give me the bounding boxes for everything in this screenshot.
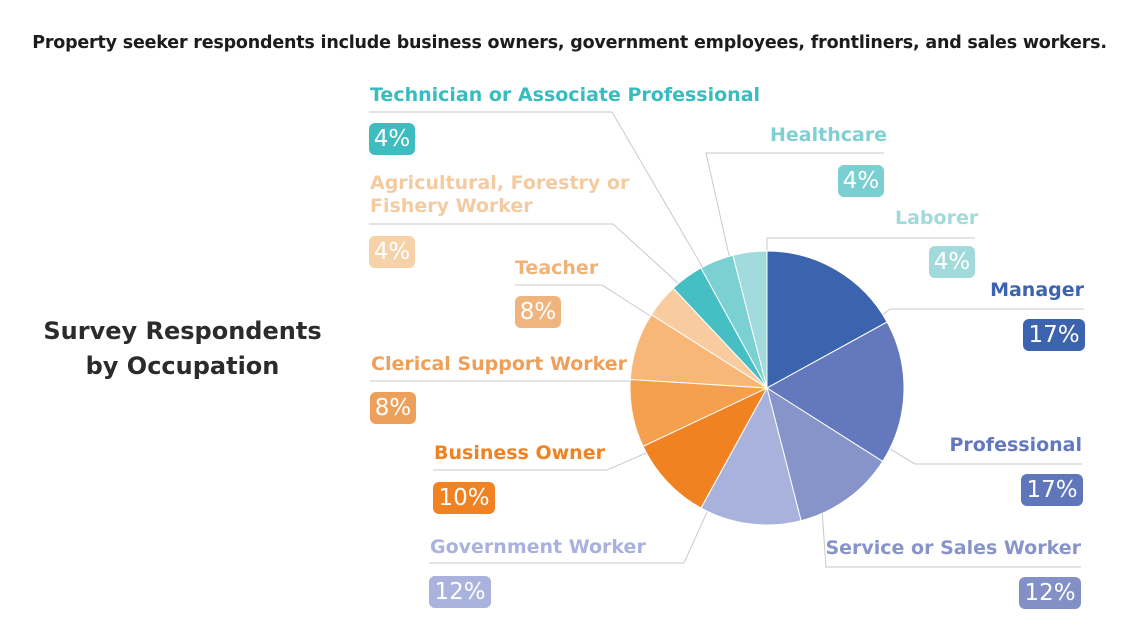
percent-badge-1: 17%: [1021, 474, 1083, 506]
percent-badge-8: 4%: [369, 123, 415, 155]
leader-line-1: [881, 443, 1082, 465]
slice-label-1: Professional: [949, 434, 1082, 456]
pie-slice-10: [732, 250, 768, 389]
percent-badge-7: 4%: [369, 236, 415, 268]
leader-line-10: [766, 237, 975, 252]
leader-line-5: [370, 380, 657, 386]
pie-slice-4: [642, 386, 769, 509]
leader-line-3: [429, 500, 713, 564]
pie-slice-0: [766, 250, 888, 389]
slice-label-0: Manager: [990, 279, 1084, 301]
percent-badge-4: 10%: [433, 482, 495, 514]
pie-slice-1: [766, 321, 905, 463]
pie-slices: [629, 250, 905, 526]
percent-badge-10: 4%: [929, 246, 975, 278]
percent-badge-2: 12%: [1019, 577, 1081, 609]
leader-line-2: [820, 495, 1081, 568]
percent-badge-6: 8%: [515, 296, 561, 328]
percent-badge-5: 8%: [370, 392, 416, 424]
slice-label-8: Technician or Associate Professional: [370, 84, 761, 106]
slice-label-5: Clerical Support Worker: [371, 353, 628, 375]
percent-badge-9: 4%: [838, 165, 884, 197]
pie-slice-2: [766, 386, 884, 522]
slice-label-3: Government Worker: [430, 536, 646, 558]
slice-label-9: Healthcare: [770, 124, 888, 146]
leader-line-6: [515, 284, 656, 320]
leader-line-4: [433, 449, 654, 471]
slice-label-10: Laborer: [895, 207, 979, 229]
chart-title-line-2: by Occupation: [85, 352, 280, 380]
slice-label-4: Business Owner: [434, 442, 605, 464]
slice-label-6: Teacher: [515, 257, 599, 279]
chart-title-line-1: Survey Respondents: [43, 317, 322, 345]
percent-badge-3: 12%: [429, 576, 491, 608]
pie-slice-3: [700, 386, 802, 526]
slice-label-7: Agricultural, Forestry or Fishery Worker: [370, 172, 629, 218]
slice-label-7-line-0: Agricultural, Forestry or: [370, 172, 630, 194]
leader-line-8: [369, 111, 704, 269]
slice-label-2: Service or Sales Worker: [825, 537, 1081, 559]
percent-badge-0: 17%: [1023, 319, 1085, 351]
slice-label-7-line-1: Fishery Worker: [370, 195, 533, 217]
leader-line-9: [705, 152, 884, 265]
leader-line-7: [369, 223, 681, 286]
chart-title: Survey Respondents by Occupation: [30, 314, 335, 384]
chart-subtitle: Property seeker respondents include busi…: [32, 33, 1107, 53]
